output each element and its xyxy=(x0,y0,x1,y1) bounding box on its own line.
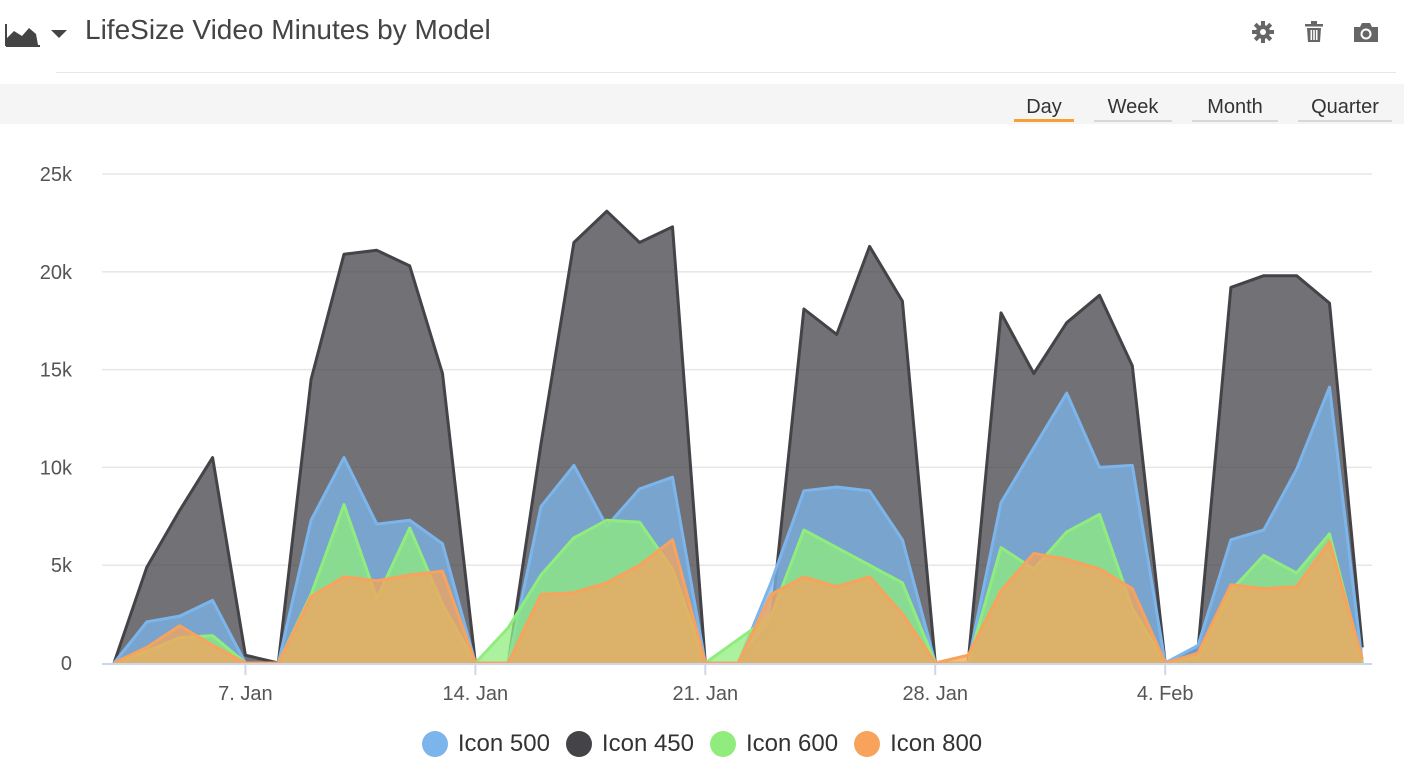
x-tick-label: 14. Jan xyxy=(443,683,509,705)
y-tick-label: 5k xyxy=(51,555,73,577)
trash-icon xyxy=(1305,21,1323,42)
gear-icon xyxy=(1252,21,1274,43)
legend-marker xyxy=(421,731,448,757)
chevron-down-icon xyxy=(51,30,67,38)
legend-label: Icon 450 xyxy=(601,730,694,757)
y-tick-label: 25k xyxy=(40,164,73,186)
header-divider xyxy=(56,72,1396,73)
range-day-button[interactable]: Day xyxy=(1014,96,1074,122)
x-tick-label: 21. Jan xyxy=(672,683,738,705)
legend-label: Icon 800 xyxy=(890,730,983,757)
range-selector-bar xyxy=(0,84,1404,124)
legend-item-icon-800[interactable]: Icon 800 xyxy=(854,730,982,758)
legend-marker xyxy=(854,731,881,757)
legend-marker xyxy=(710,731,736,757)
chart-type-dropdown[interactable] xyxy=(4,14,70,52)
range-quarter-button[interactable]: Quarter xyxy=(1298,96,1392,122)
delete-button[interactable] xyxy=(1300,18,1328,46)
y-tick-label: 10k xyxy=(40,457,73,479)
legend-item-icon-450[interactable]: Icon 450 xyxy=(565,730,694,758)
area-chart: 0 5k 10k 15k 20k 25k 7. Jan 14. Jan 21. Jan 28. … xyxy=(40,164,1372,705)
area-chart-icon xyxy=(5,24,40,47)
x-tick-label: 4. Feb xyxy=(1137,683,1194,705)
y-tick-label: 0 xyxy=(61,653,72,675)
legend-label: Icon 500 xyxy=(457,730,550,757)
y-tick-label: 20k xyxy=(40,262,73,284)
y-tick-label: 15k xyxy=(40,360,73,382)
range-week-button[interactable]: Week xyxy=(1094,96,1172,122)
range-month-button[interactable]: Month xyxy=(1192,96,1278,122)
camera-icon xyxy=(1354,23,1378,42)
snapshot-button[interactable] xyxy=(1352,18,1380,46)
settings-button[interactable] xyxy=(1249,18,1277,46)
legend-item-icon-600[interactable]: Icon 600 xyxy=(710,730,838,758)
legend-item-icon-500[interactable]: Icon 500 xyxy=(421,730,550,758)
x-tick-label: 7. Jan xyxy=(218,683,272,705)
legend-label: Icon 600 xyxy=(746,730,839,757)
chart-header: LifeSize Video Minutes by Model xyxy=(0,0,1404,72)
page-title: LifeSize Video Minutes by Model xyxy=(85,14,491,45)
series-area-icon-800[interactable] xyxy=(114,539,1363,663)
x-tick-label: 28. Jan xyxy=(902,683,968,705)
legend-marker xyxy=(565,731,592,757)
chart-legend: Icon 500 Icon 450 Icon 600 Icon 800 xyxy=(0,726,1404,762)
